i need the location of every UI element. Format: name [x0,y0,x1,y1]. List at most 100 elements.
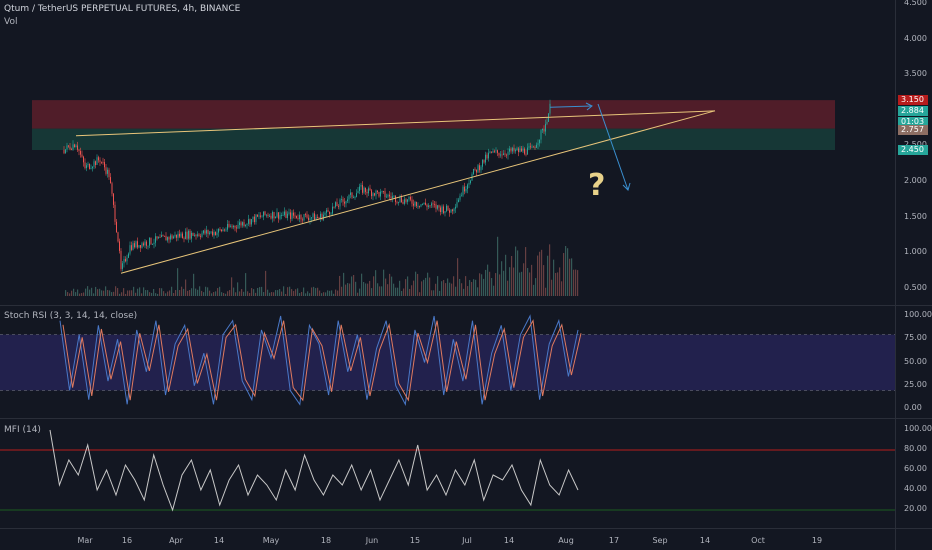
resistance-zone[interactable] [32,100,835,129]
down-arrow[interactable] [597,103,629,191]
volume-bar [501,261,503,296]
candle-body [494,150,495,152]
volume-bar [281,291,283,296]
candle-body [281,215,282,216]
candle-body [315,217,317,221]
candle-body [207,230,209,234]
time-axis-label: Jun [365,536,379,545]
volume-bar [125,293,127,296]
candle-body [329,211,330,215]
volume-bar [563,253,565,296]
candle-body [395,195,396,202]
candle-body [324,212,326,215]
volume-bar [197,289,199,296]
candle-body [278,212,279,219]
candle-body [239,222,240,226]
candle-body [230,226,231,228]
candle-body [515,149,516,152]
candle-body [437,205,438,209]
candle-body [432,203,434,205]
candle-body [446,205,447,212]
volume-bar [505,254,507,296]
volume-bar [103,290,105,296]
candle-body [461,195,462,197]
candle-body [470,180,471,183]
volume-bar [201,290,203,296]
candle-body [509,148,510,152]
candle-body [242,222,243,226]
candle-body [506,154,507,156]
up-arrow-head [585,102,593,111]
volume-bar [205,286,207,296]
candle-body [339,199,341,207]
volume-bar [443,280,445,296]
question-annotation[interactable]: ? [588,168,606,203]
volume-bar [477,287,479,296]
support-zone[interactable] [32,128,835,150]
candle-body [123,259,125,264]
candle-body [302,219,303,221]
candle-body [161,235,162,238]
candle-body [189,230,191,239]
candle-body [89,163,90,169]
volume-bar [431,290,433,296]
candle-body [116,221,117,233]
volume-bar [503,270,505,296]
candle-body [366,191,368,194]
candle-body [144,241,146,246]
volume-bar [499,274,501,296]
candle-body [453,208,455,212]
candle-body [195,235,197,236]
volume-bar [193,273,195,296]
volume-bar [97,289,99,296]
pane-separator-mfi[interactable] [0,418,932,419]
candle-body [264,211,266,215]
volume-bar [417,273,419,296]
price-tick-label: 4.000 [904,33,927,43]
volume-bar [213,291,215,296]
volume-bar [189,289,191,296]
stoch-rsi-tick-label: 25.00 [904,379,927,389]
volume-bar [171,286,173,296]
trendline-1[interactable] [75,110,716,137]
volume-bar [71,290,73,296]
volume-bar [229,290,231,296]
volume-bar [545,287,547,296]
candle-body [476,169,477,173]
candle-body [381,191,383,192]
candle-body [464,186,465,192]
pane-separator-rsi[interactable] [0,305,932,306]
candle-body [126,257,128,262]
candle-body [95,161,96,165]
candle-body [419,205,420,207]
volume-bar [555,272,557,296]
trendline-2[interactable] [120,110,716,274]
candle-body [113,193,114,205]
candle-body [513,147,515,152]
candle-body [107,169,108,174]
volume-bar [541,249,543,296]
candle-body [410,197,411,200]
volume-bar [531,264,533,296]
volume-bar [221,292,223,296]
volume-bar [339,275,341,296]
up-arrow[interactable] [549,105,593,108]
volume-bar [145,290,147,296]
candle-body [512,147,513,152]
volume-bar [507,280,509,296]
candle-body [320,213,321,219]
volume-bar [151,292,153,296]
time-axis-label: 14 [503,536,515,545]
price-tick-label: 3.500 [904,69,927,79]
candle-body [438,205,440,208]
candle-body [501,154,503,156]
candle-body [482,159,483,167]
volume-bar [351,276,353,296]
volume-bar [441,281,443,296]
volume-bar [371,288,373,296]
candle-body [393,195,395,197]
volume-bar [109,290,111,296]
candle-body [303,214,305,221]
candle-body [491,151,492,153]
